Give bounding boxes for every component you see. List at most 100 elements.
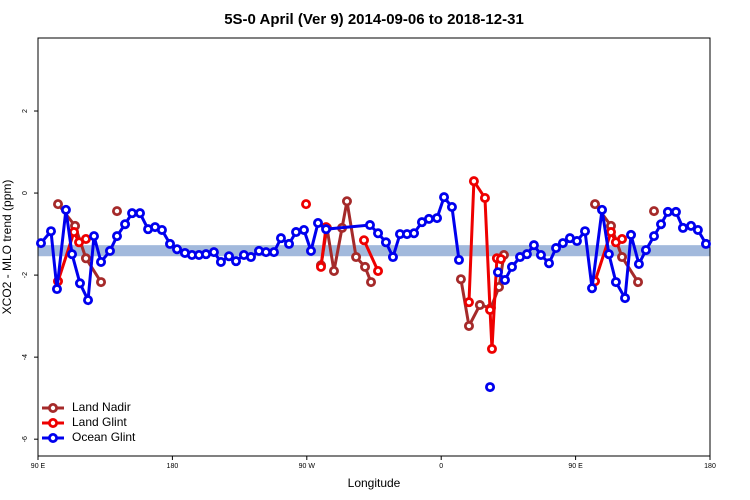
data-point xyxy=(45,226,56,237)
data-point xyxy=(328,265,339,276)
data-point xyxy=(640,245,651,256)
data-point xyxy=(96,256,107,267)
data-point xyxy=(301,199,312,210)
data-point xyxy=(315,261,326,272)
data-point xyxy=(51,284,62,295)
data-point xyxy=(521,249,532,260)
data-point xyxy=(165,238,176,249)
data-point xyxy=(200,249,211,260)
data-point xyxy=(662,206,673,217)
data-point xyxy=(649,206,660,217)
data-point xyxy=(268,247,279,258)
data-point xyxy=(67,249,78,260)
data-point xyxy=(603,249,614,260)
data-point xyxy=(432,213,443,224)
data-point xyxy=(215,256,226,267)
x-tick-label: 180 xyxy=(704,463,716,470)
data-point xyxy=(156,224,167,235)
data-point xyxy=(677,222,688,233)
data-point xyxy=(597,204,608,215)
x-tick-label: 180 xyxy=(167,463,179,470)
data-point xyxy=(261,247,272,258)
data-point xyxy=(605,227,616,238)
data-point xyxy=(590,199,601,210)
data-point xyxy=(474,300,485,311)
data-point xyxy=(35,238,46,249)
x-tick-label: 90 E xyxy=(568,463,583,470)
data-point xyxy=(380,237,391,248)
data-point xyxy=(111,206,122,217)
data-point xyxy=(208,247,219,258)
data-point xyxy=(312,218,323,229)
data-point xyxy=(373,265,384,276)
data-point xyxy=(495,254,506,265)
data-point xyxy=(587,283,598,294)
data-point xyxy=(373,228,384,239)
data-point xyxy=(485,382,496,393)
chart-title: 5S-0 April (Ver 9) 2014-09-06 to 2018-12… xyxy=(224,11,524,28)
data-point xyxy=(453,254,464,265)
data-point xyxy=(68,227,79,238)
data-point xyxy=(463,297,474,308)
legend-label: Land Nadir xyxy=(72,400,131,414)
data-point xyxy=(557,238,568,249)
data-point xyxy=(610,277,621,288)
y-tick-label: -4 xyxy=(22,354,29,360)
y-tick-label: 0 xyxy=(22,191,29,195)
data-point xyxy=(499,275,510,286)
x-axis-label: Longitude xyxy=(348,476,401,490)
data-point xyxy=(358,235,369,246)
data-point xyxy=(83,295,94,306)
data-point xyxy=(104,245,115,256)
data-point xyxy=(60,204,71,215)
y-tick-label: -2 xyxy=(22,272,29,278)
data-point xyxy=(485,304,496,315)
data-point xyxy=(633,277,644,288)
data-point xyxy=(80,234,91,245)
data-point xyxy=(700,238,711,249)
data-point xyxy=(231,256,242,267)
x-tick-label: 90 E xyxy=(31,463,46,470)
data-point xyxy=(74,278,85,289)
data-point xyxy=(409,228,420,239)
data-point xyxy=(535,249,546,260)
data-point xyxy=(351,252,362,263)
data-point xyxy=(528,240,539,251)
data-point xyxy=(127,208,138,219)
data-point xyxy=(620,293,631,304)
data-point xyxy=(120,219,131,230)
data-point xyxy=(387,252,398,263)
data-point xyxy=(53,199,64,210)
data-point xyxy=(360,261,371,272)
data-point xyxy=(364,220,375,231)
y-tick-label: -6 xyxy=(22,436,29,442)
data-point xyxy=(656,219,667,230)
data-point xyxy=(463,320,474,331)
y-tick-label: 2 xyxy=(22,109,29,113)
data-point xyxy=(617,234,628,245)
data-point xyxy=(423,213,434,224)
y-axis-label: XCO2 - MLO trend (ppm) xyxy=(0,180,14,315)
data-point xyxy=(80,253,91,264)
data-point xyxy=(479,192,490,203)
data-point xyxy=(670,206,681,217)
data-point xyxy=(366,277,377,288)
data-point xyxy=(649,231,660,242)
data-point xyxy=(298,224,309,235)
data-point xyxy=(89,231,100,242)
data-point xyxy=(492,267,503,278)
data-point xyxy=(686,220,697,231)
data-point xyxy=(341,196,352,207)
data-point xyxy=(551,243,562,254)
data-point xyxy=(284,238,295,249)
data-point xyxy=(96,277,107,288)
data-point xyxy=(571,236,582,247)
data-point xyxy=(455,274,466,285)
data-point xyxy=(633,259,644,270)
data-point xyxy=(111,231,122,242)
data-point xyxy=(439,192,450,203)
legend-marker xyxy=(48,432,59,443)
legend-label: Land Glint xyxy=(72,415,127,429)
data-point xyxy=(626,229,637,240)
